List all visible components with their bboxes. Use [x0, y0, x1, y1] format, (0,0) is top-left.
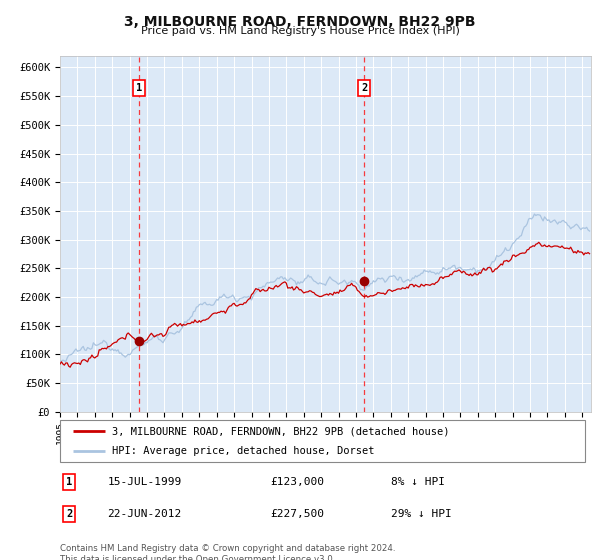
- Text: Price paid vs. HM Land Registry's House Price Index (HPI): Price paid vs. HM Land Registry's House …: [140, 26, 460, 36]
- Text: £123,000: £123,000: [270, 477, 324, 487]
- Text: 1: 1: [136, 83, 142, 93]
- Text: 22-JUN-2012: 22-JUN-2012: [107, 509, 182, 519]
- Text: 3, MILBOURNE ROAD, FERNDOWN, BH22 9PB (detached house): 3, MILBOURNE ROAD, FERNDOWN, BH22 9PB (d…: [113, 426, 450, 436]
- Text: 2: 2: [67, 509, 73, 519]
- Text: 1: 1: [67, 477, 73, 487]
- FancyBboxPatch shape: [60, 420, 585, 462]
- Bar: [139, 56, 364, 412]
- Text: 3, MILBOURNE ROAD, FERNDOWN, BH22 9PB: 3, MILBOURNE ROAD, FERNDOWN, BH22 9PB: [124, 15, 476, 29]
- Text: Contains HM Land Registry data © Crown copyright and database right 2024.
This d: Contains HM Land Registry data © Crown c…: [60, 544, 395, 560]
- Text: £227,500: £227,500: [270, 509, 324, 519]
- Text: HPI: Average price, detached house, Dorset: HPI: Average price, detached house, Dors…: [113, 446, 375, 456]
- Text: 29% ↓ HPI: 29% ↓ HPI: [391, 509, 452, 519]
- Text: 15-JUL-1999: 15-JUL-1999: [107, 477, 182, 487]
- Text: 8% ↓ HPI: 8% ↓ HPI: [391, 477, 445, 487]
- Text: 2: 2: [361, 83, 367, 93]
